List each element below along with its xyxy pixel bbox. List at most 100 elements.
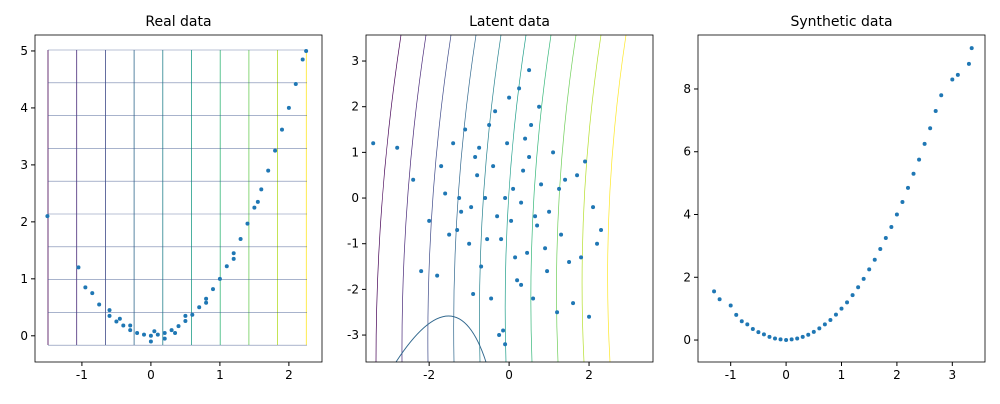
x-tick-label: 0 — [505, 368, 513, 382]
point — [121, 323, 126, 328]
point — [473, 154, 478, 159]
point — [529, 122, 534, 127]
point — [856, 285, 861, 290]
point — [845, 300, 850, 305]
point — [176, 324, 181, 329]
point — [527, 68, 532, 73]
point — [531, 296, 536, 301]
point — [45, 214, 50, 219]
point — [155, 332, 160, 337]
point — [245, 221, 250, 226]
point — [135, 330, 140, 335]
point — [712, 289, 717, 294]
point — [567, 259, 572, 264]
y-tick-label: 1 — [351, 145, 359, 159]
point — [894, 212, 899, 217]
point — [571, 301, 576, 306]
point — [83, 285, 88, 290]
contour-line — [504, 34, 527, 363]
point — [451, 141, 456, 146]
point — [575, 173, 580, 178]
point — [839, 306, 844, 311]
contour-line — [427, 34, 452, 363]
point — [955, 72, 960, 77]
point — [419, 269, 424, 274]
point — [152, 329, 157, 334]
point — [900, 199, 905, 204]
point — [778, 337, 783, 342]
point — [547, 209, 552, 214]
point — [259, 187, 264, 192]
point — [505, 141, 510, 146]
point — [545, 269, 550, 274]
point — [114, 319, 119, 324]
chart-title: Real data — [145, 14, 211, 30]
point — [128, 328, 133, 333]
point — [467, 241, 472, 246]
point — [745, 322, 750, 327]
point — [190, 312, 195, 317]
contour-line — [581, 34, 602, 363]
point — [477, 145, 482, 150]
point — [559, 232, 564, 237]
point — [969, 46, 974, 51]
point — [861, 276, 866, 281]
y-tick-label: 2 — [351, 100, 359, 114]
point — [867, 267, 872, 272]
y-tick-label: 5 — [20, 44, 28, 58]
point — [457, 196, 462, 201]
point — [795, 336, 800, 341]
point — [513, 255, 518, 260]
point — [495, 214, 500, 219]
point — [475, 173, 480, 178]
point — [933, 108, 938, 113]
point — [499, 237, 504, 242]
point — [459, 209, 464, 214]
point — [286, 105, 291, 110]
point — [811, 329, 816, 334]
point — [469, 205, 474, 210]
point — [148, 333, 153, 338]
point — [503, 196, 508, 201]
y-tick-label: 0 — [683, 333, 691, 347]
contour-line — [453, 34, 477, 363]
point — [503, 342, 508, 347]
x-tick-label: 2 — [893, 368, 901, 382]
point — [107, 308, 112, 313]
point — [525, 250, 530, 255]
point — [511, 186, 516, 191]
point — [395, 145, 400, 150]
point — [279, 127, 284, 132]
point — [533, 214, 538, 219]
point — [183, 318, 188, 323]
point — [142, 332, 147, 337]
contour-line — [530, 34, 552, 363]
point — [966, 61, 971, 66]
point — [231, 251, 236, 256]
y-tick-label: 3 — [351, 54, 359, 68]
point — [784, 338, 789, 343]
point — [537, 104, 542, 109]
point — [231, 256, 236, 261]
chart-title: Latent data — [469, 14, 550, 30]
y-tick-label: -1 — [347, 237, 359, 251]
point — [789, 337, 794, 342]
panel: Real data -1 0 1 2 0 1 2 3 4 5 — [20, 14, 323, 382]
point — [493, 109, 498, 114]
point — [800, 334, 805, 339]
x-tick-label: 3 — [948, 368, 956, 382]
point — [483, 196, 488, 201]
point — [455, 228, 460, 233]
point — [162, 330, 167, 335]
panel: Latent data -2 0 2 -3 -2 -1 0 1 2 3 — [347, 14, 654, 382]
point — [905, 185, 910, 190]
point — [557, 186, 562, 191]
point — [304, 48, 309, 53]
point — [517, 86, 522, 91]
point — [173, 330, 178, 335]
point — [527, 154, 532, 159]
x-tick-label: 0 — [782, 368, 790, 382]
point — [917, 157, 922, 162]
point — [850, 293, 855, 298]
point — [487, 122, 492, 127]
